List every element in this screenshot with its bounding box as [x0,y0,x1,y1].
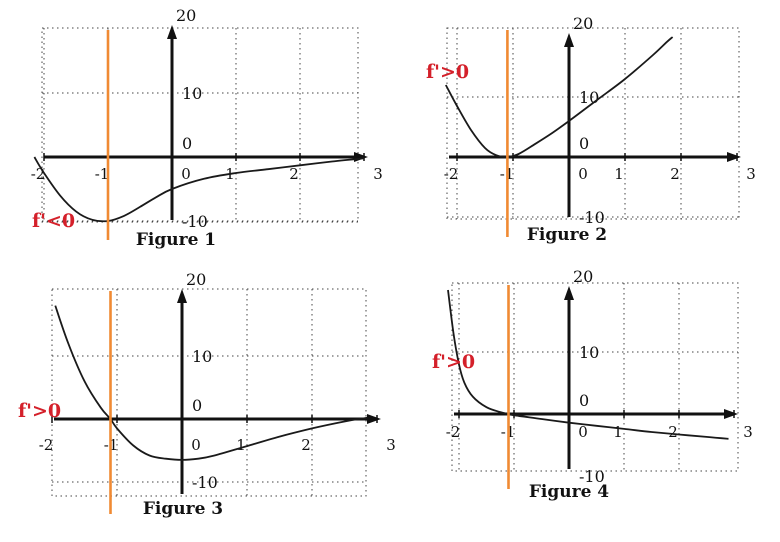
y-tick-label: 0 [182,134,192,153]
grid [51,288,367,497]
function-curve [445,36,674,158]
function-curve [447,289,729,440]
grid-border [51,288,367,497]
y-tick-label: 10 [192,347,212,366]
x-tick-label: 1 [613,423,623,441]
grid [446,27,740,220]
y-tick-label: 10 [579,88,599,107]
y-axis-arrow [564,33,574,47]
x-tick-label: 1 [614,165,624,183]
grid-border [451,282,739,472]
x-axis-arrow [367,414,381,424]
derivative-annotation: f'<0 [32,210,75,232]
y-tick-label: 0 [579,134,589,153]
x-tick-label: 3 [743,423,753,441]
figure-caption: Figure 4 [529,482,609,502]
y-tick-label: 20 [176,6,196,25]
grid-border [446,27,740,220]
y-tick-label: -10 [182,212,208,231]
x-tick-label: -1 [95,165,110,183]
x-tick-label: 2 [289,165,299,183]
y-axis-arrow [564,286,574,300]
derivative-annotation: f'>0 [426,61,469,83]
y-tick-label: 10 [579,343,599,362]
x-axis-arrow [727,152,741,162]
y-axis-arrow [167,25,177,39]
y-tick-label: 0 [192,396,202,415]
figure-caption: Figure 2 [527,225,607,245]
function-curve [33,156,365,223]
x-tick-label: -2 [39,436,54,454]
y-tick-label: 10 [182,84,202,103]
y-tick-label: 20 [186,270,206,289]
y-tick-label: 0 [579,391,589,410]
x-tick-label: -2 [444,165,459,183]
y-tick-label: -10 [579,467,605,486]
grid-border [41,27,359,223]
x-tick-label: 3 [746,165,756,183]
function-curve [54,305,368,461]
grid [451,282,739,472]
x-tick-label: 2 [670,165,680,183]
x-axis-arrow [354,152,368,162]
y-tick-label: 20 [573,267,593,286]
x-tick-label: -2 [446,423,461,441]
x-tick-label: 0 [578,423,588,441]
x-tick-label: 0 [578,165,588,183]
derivative-annotation: f'>0 [18,400,61,422]
x-tick-label: 3 [386,436,396,454]
x-tick-label: 0 [181,165,191,183]
y-axis-arrow [177,289,187,303]
y-tick-label: -10 [579,208,605,227]
figure-caption: Figure 1 [136,230,216,250]
x-tick-label: 3 [373,165,383,183]
grid [41,27,359,223]
x-tick-label: 2 [668,423,678,441]
x-tick-label: -2 [31,165,46,183]
x-tick-label: 2 [301,436,311,454]
figure-caption: Figure 3 [143,499,223,519]
x-tick-label: 1 [236,436,246,454]
y-tick-label: -10 [192,473,218,492]
y-tick-label: 20 [573,14,593,33]
derivative-annotation: f'>0 [432,351,475,373]
x-axis-arrow [724,409,738,419]
x-tick-label: 0 [191,436,201,454]
